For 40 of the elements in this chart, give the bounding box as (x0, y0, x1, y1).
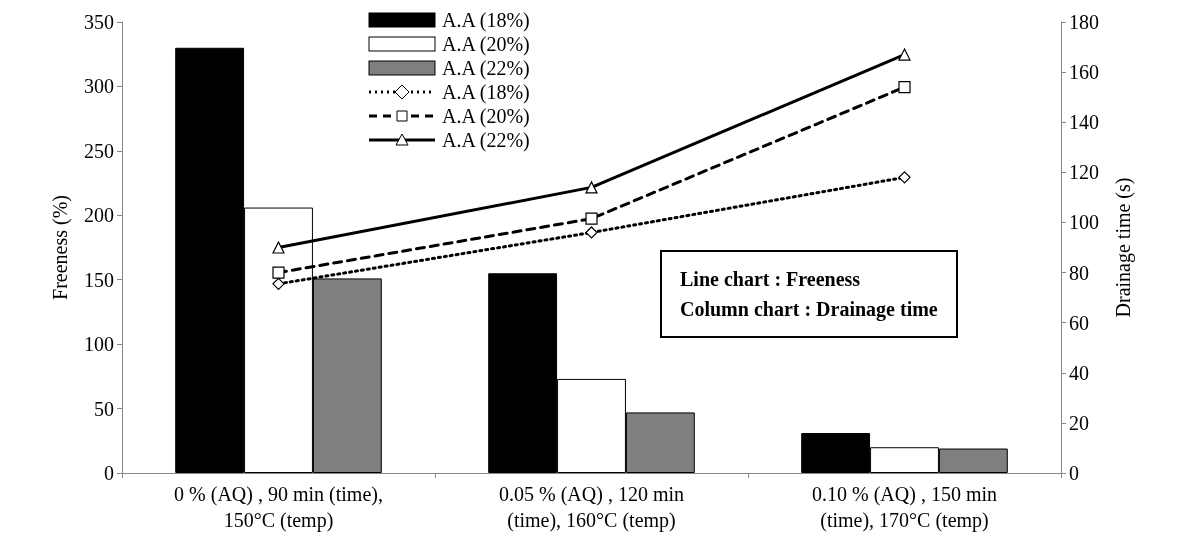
x-tick-label: 0.10 % (AQ) , 150 min (time), 170°C (temp) (812, 483, 997, 532)
point (898, 48, 911, 61)
y2-tick-label: 80 (1069, 261, 1089, 284)
x-tick-label: 0 % (AQ) , 90 min (time), 150°C (temp) (174, 483, 383, 532)
legend-label: A.A (22%) (442, 56, 530, 80)
y-tick-label: 0 (104, 462, 114, 484)
point (272, 241, 285, 254)
point (898, 81, 911, 94)
y2-tick-label: 0 (1069, 462, 1079, 484)
y-tick-label: 200 (84, 204, 114, 227)
y-axis-title: Freeness (%) (49, 195, 72, 300)
y2-tick-label: 100 (1069, 211, 1099, 234)
y-tick-label: 300 (84, 75, 114, 98)
point (585, 226, 598, 239)
y-tick-label: 150 (84, 268, 114, 291)
point (272, 266, 285, 279)
legend-label: A.A (18%) (442, 8, 530, 32)
legend-label: A.A (20%) (442, 104, 530, 128)
y-tick-label: 50 (94, 397, 114, 420)
point (898, 171, 911, 184)
annotation: Column chart : Drainage time (680, 297, 938, 323)
point (585, 212, 598, 225)
y2-tick-label: 40 (1069, 361, 1089, 384)
legend-label: A.A (18%) (442, 80, 530, 104)
y2-tick-label: 120 (1069, 161, 1099, 184)
point (272, 277, 285, 290)
y2-axis-title: Drainage time (s) (1112, 177, 1135, 318)
y2-tick-label: 160 (1069, 61, 1099, 84)
legend-label: A.A (22%) (442, 128, 530, 152)
y-tick-label: 100 (84, 333, 114, 356)
y2-tick-label: 140 (1069, 111, 1099, 134)
annotation: Line chart : Freeness (680, 267, 862, 292)
y2-tick-label: 60 (1069, 311, 1089, 334)
y-tick-label: 350 (84, 11, 114, 33)
point (585, 181, 598, 194)
y2-tick-label: 20 (1069, 411, 1089, 434)
y2-tick-label: 180 (1069, 11, 1099, 33)
y-tick-label: 250 (84, 139, 114, 162)
legend-label: A.A (20%) (442, 32, 530, 56)
x-tick-label: 0.05 % (AQ) , 120 min (time), 160°C (temp) (499, 483, 684, 532)
